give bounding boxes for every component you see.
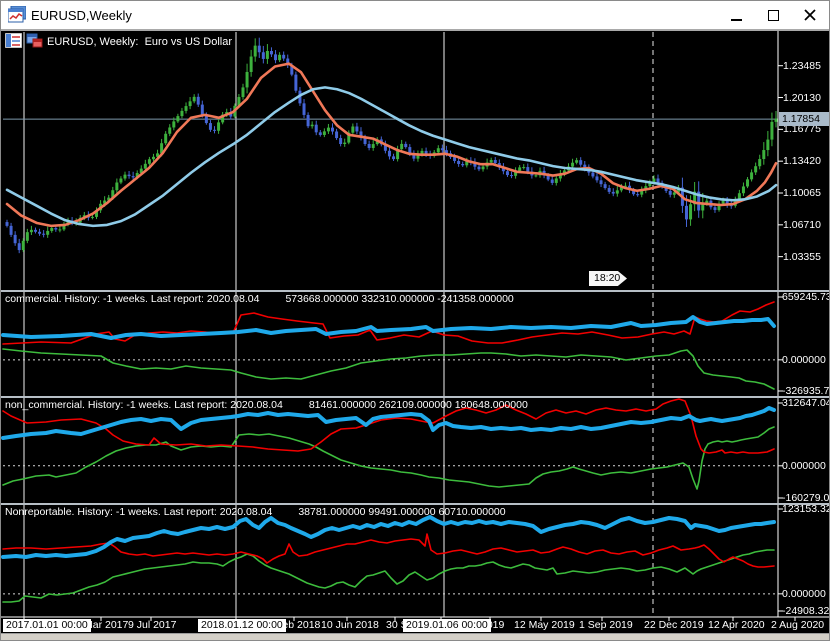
- time-axis-label: 12 May 2019: [514, 619, 575, 631]
- panel-header-nonreportable: Nonreportable. History: -1 weeks. Last r…: [5, 506, 506, 518]
- time-axis-label: 2017.01.01 00:00: [3, 619, 91, 632]
- chart-windows-icon[interactable]: [26, 33, 43, 53]
- title-bar[interactable]: EURUSD,Weekly: [1, 1, 829, 29]
- panel-values: 81461.000000 262109.000000 180648.000000: [308, 399, 528, 411]
- panel-divider[interactable]: [1, 503, 829, 505]
- window-bottom-edge: [1, 633, 829, 640]
- price-tick-label: 1.20130: [783, 91, 821, 104]
- price-tick-label: 1.06710: [783, 218, 821, 231]
- indicator-axis-label: 123153.325: [782, 503, 829, 515]
- chart-grid-icon[interactable]: [4, 32, 23, 53]
- indicator-axis-label: -24908.325: [782, 605, 830, 617]
- panel-values: 38781.000000 99491.000000 60710.000000: [298, 506, 506, 518]
- close-icon: [804, 9, 816, 21]
- maximize-button[interactable]: [760, 3, 786, 27]
- time-axis-label: 2018.01.12 00:00: [198, 619, 286, 632]
- bar-countdown-tag: 18:20: [589, 271, 627, 286]
- indicator-axis-label: 0.000000: [782, 459, 826, 472]
- indicator-axis-label: -326935.730: [782, 385, 830, 397]
- panel-title: commercial. History: -1 weeks. Last repo…: [5, 293, 260, 305]
- panel-title: non_commercial. History: -1 weeks. Last …: [5, 399, 283, 411]
- time-axis-label: 9 Jul 2017: [128, 619, 177, 631]
- indicator-axis-label: 0.000000: [782, 587, 826, 600]
- time-axis-label: 10 Jun 2018: [321, 619, 379, 631]
- maximize-icon: [767, 9, 779, 21]
- panel-header-commercial: commercial. History: -1 weeks. Last repo…: [5, 293, 514, 305]
- price-tick-label: 1.03355: [783, 250, 821, 263]
- panel-divider[interactable]: [1, 290, 829, 292]
- price-tick-label: 1.23485: [783, 59, 821, 72]
- indicator-axis-label: -160279.040: [782, 492, 830, 504]
- time-axis-label: 1 Sep 2019: [579, 619, 633, 631]
- indicator-axis-label: 659245.730: [782, 291, 829, 303]
- indicator-axis-label: 312647.040: [782, 397, 829, 409]
- time-axis-label: 2 Aug 2020: [771, 619, 825, 631]
- minimize-icon: [730, 19, 742, 21]
- panel-values: 573668.000000 332310.000000 -241358.0000…: [285, 293, 514, 305]
- panel-header-non-commercial: non_commercial. History: -1 weeks. Last …: [5, 399, 528, 411]
- symbol-label: EURUSD, Weekly: Euro vs US Dollar: [47, 36, 233, 48]
- time-axis-label: 2019.01.06 00:00: [403, 619, 491, 632]
- price-tick-label: 1.10065: [783, 187, 821, 199]
- close-button[interactable]: [797, 3, 823, 27]
- titlebar-separator: [1, 29, 829, 31]
- panel-divider[interactable]: [1, 396, 829, 398]
- time-axis-label: 12 Apr 2020: [708, 619, 765, 631]
- price-tick-label: 1.16775: [783, 123, 821, 136]
- current-price-tag: 1.17854: [779, 112, 829, 126]
- panel-title: Nonreportable. History: -1 weeks. Last r…: [5, 506, 273, 518]
- window-title: EURUSD,Weekly: [31, 8, 132, 23]
- price-tick-label: 1.13420: [783, 155, 821, 168]
- indicator-axis-label: 0.000000: [782, 353, 826, 366]
- minimize-button[interactable]: [723, 3, 749, 27]
- time-axis-label: 22 Dec 2019: [644, 619, 704, 631]
